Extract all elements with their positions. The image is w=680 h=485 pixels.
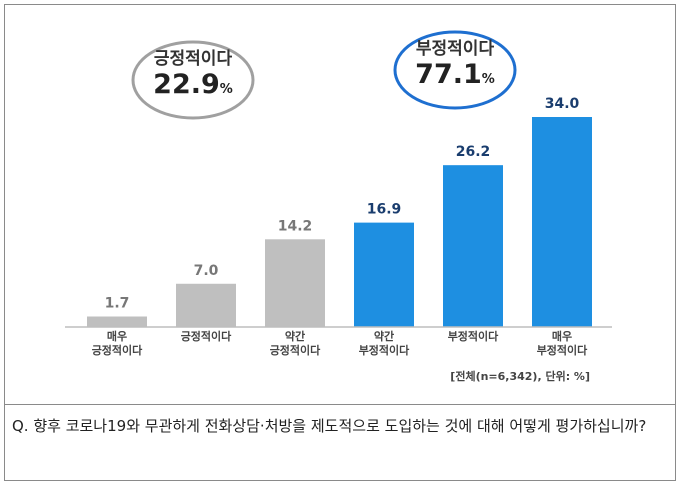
bar-2 xyxy=(176,283,236,327)
bar-3 xyxy=(265,239,325,327)
value-label-4: 16.9 xyxy=(367,202,402,218)
negative-summary-value: 77.1 xyxy=(415,59,482,90)
category-label-1-line-1: 매우 xyxy=(107,329,127,343)
category-label-3-line-1: 약간 xyxy=(285,329,305,343)
negative-summary: 부정적이다 77.1% xyxy=(400,39,510,96)
bar-6 xyxy=(532,117,592,327)
positive-summary-ellipse xyxy=(131,40,255,120)
bar-4 xyxy=(354,222,414,327)
category-label-1-line-2: 긍정적이다 xyxy=(92,343,143,357)
value-label-1: 1.7 xyxy=(105,296,130,312)
question-divider xyxy=(4,404,676,405)
survey-question: Q. 향후 코로나19와 무관하게 전화상담·처방을 제도적으로 도입하는 것에… xyxy=(12,417,647,435)
positive-summary-unit: % xyxy=(219,82,233,97)
category-label-4-line-1: 약간 xyxy=(374,329,394,343)
category-label-3-line-2: 긍정적이다 xyxy=(270,343,321,357)
value-label-3: 14.2 xyxy=(278,218,313,234)
negative-summary-unit: % xyxy=(481,72,495,87)
category-label-6-line-2: 부정적이다 xyxy=(537,343,588,357)
category-label-4-line-2: 부정적이다 xyxy=(359,343,410,357)
bar-1 xyxy=(87,316,147,327)
positive-summary: 긍정적이다 22.9% xyxy=(138,49,248,106)
positive-summary-value: 22.9 xyxy=(153,69,220,100)
category-label-2-line-1: 긍정적이다 xyxy=(181,329,232,343)
bar-5 xyxy=(443,165,503,327)
chart-frame xyxy=(4,4,676,481)
negative-summary-label: 부정적이다 xyxy=(415,39,495,59)
bar-chart: 1.7매우긍정적이다7.0긍정적이다14.2약간긍정적이다16.9약간부정적이다… xyxy=(65,30,612,357)
value-label-2: 7.0 xyxy=(194,263,219,279)
value-label-5: 26.2 xyxy=(456,144,491,160)
positive-summary-label: 긍정적이다 xyxy=(153,49,233,69)
negative-summary-ellipse xyxy=(393,30,517,110)
category-label-5-line-1: 부정적이다 xyxy=(448,329,499,343)
sample-note: [전체(n=6,342), 단위: %] xyxy=(450,370,590,383)
value-label-6: 34.0 xyxy=(545,96,580,112)
category-label-6-line-1: 매우 xyxy=(552,329,572,343)
